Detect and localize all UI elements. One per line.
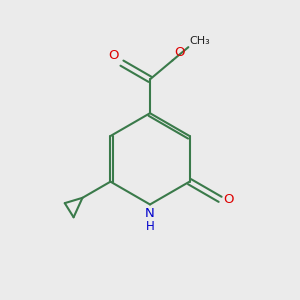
Text: N: N [145, 207, 155, 220]
Text: O: O [174, 46, 184, 59]
Text: CH₃: CH₃ [190, 36, 211, 46]
Text: H: H [146, 220, 154, 233]
Text: O: O [109, 49, 119, 62]
Text: O: O [223, 193, 234, 206]
